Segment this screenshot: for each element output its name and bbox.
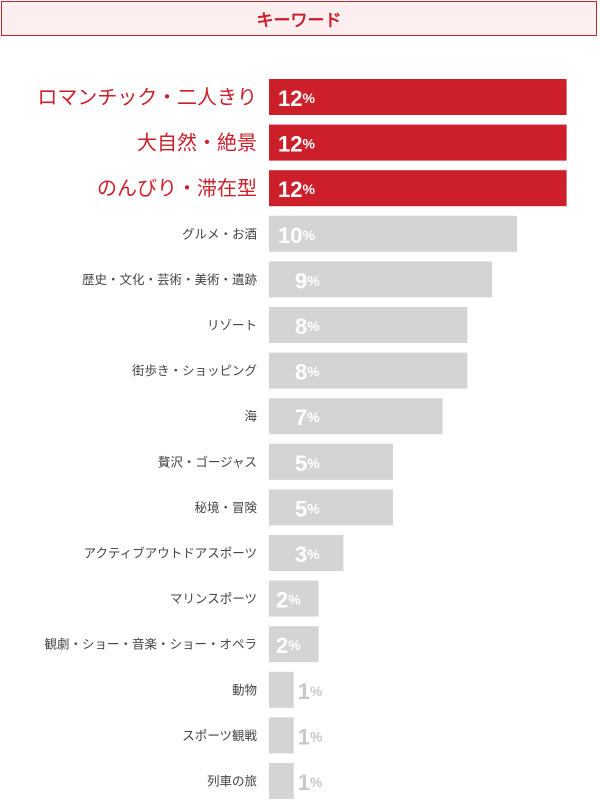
value-label: 2% (276, 633, 301, 658)
value-label: 1% (298, 678, 323, 703)
bar (269, 580, 319, 617)
bar (269, 352, 468, 389)
category-label: 列車の旅 (207, 774, 257, 789)
bar-group: 観劇・ショー・音楽・ショー・オペラ 2% (44, 626, 319, 663)
bar-group: 列車の旅 1% (207, 763, 323, 799)
value-label: 8% (295, 314, 320, 339)
category-label: 贅沢・ゴージャス (158, 454, 257, 469)
category-label: アクティブアウトドアスポーツ (84, 546, 257, 561)
value-label: 8% (295, 359, 320, 384)
value-label: 2% (276, 587, 301, 612)
bar (269, 261, 493, 298)
value-label: 7% (295, 405, 320, 430)
chart-header: キーワード (1, 1, 597, 36)
bar-group: グルメ・お酒 10% (182, 215, 517, 252)
value-label: 5% (295, 496, 320, 521)
bar (269, 626, 319, 663)
chart-header-title: キーワード (256, 11, 342, 31)
bar-group: 動物 1% (232, 671, 323, 708)
category-label: 大自然・絶景 (137, 131, 257, 155)
bar (269, 307, 468, 343)
category-label: グルメ・お酒 (182, 226, 257, 241)
value-label: 10% (278, 222, 315, 247)
bar-group: アクティブアウトドアスポーツ 3% (84, 535, 344, 571)
bar-group: ロマンチック・二人きり 12% (37, 79, 567, 115)
category-label: 街歩き・ショッピング (132, 363, 257, 378)
category-label: 秘境・冒険 (194, 500, 257, 515)
category-label: 歴史・文化・芸術・美術・遺跡 (82, 272, 258, 287)
value-label: 12% (278, 86, 315, 111)
bar (269, 170, 567, 207)
bar (269, 717, 294, 754)
bar-group: 大自然・絶景 12% (137, 124, 567, 161)
bar-group: 歴史・文化・芸術・美術・遺跡 9% (82, 261, 493, 298)
category-label: 動物 (232, 682, 257, 697)
value-label: 12% (278, 177, 315, 202)
bar-group: スポーツ観戦 1% (182, 717, 323, 754)
bar (269, 443, 393, 480)
bar (269, 398, 443, 435)
bar (269, 671, 294, 708)
value-label: 3% (295, 542, 320, 567)
category-label: スポーツ観戦 (182, 728, 257, 743)
bar (269, 535, 344, 571)
bar (269, 79, 567, 115)
bar-group: 街歩き・ショッピング 8% (132, 352, 468, 389)
bar-group: 贅沢・ゴージャス 5% (158, 443, 393, 480)
bar-group: マリンスポーツ 2% (170, 580, 319, 617)
bar (269, 215, 517, 252)
category-label: ロマンチック・二人きり (37, 85, 257, 109)
bar-group: のんびり・滞在型 12% (97, 170, 567, 207)
bar-group: 海 7% (244, 398, 443, 435)
category-label: 観劇・ショー・音楽・ショー・オペラ (44, 637, 257, 652)
value-label: 5% (295, 450, 320, 475)
bar (269, 489, 393, 526)
category-label: リゾート (207, 318, 257, 333)
category-label: のんびり・滞在型 (97, 176, 257, 200)
value-label: 9% (295, 268, 320, 293)
category-label: 海 (244, 409, 257, 424)
bar (269, 763, 294, 799)
value-label: 1% (298, 724, 323, 749)
bar (269, 124, 567, 161)
category-label: マリンスポーツ (170, 591, 257, 606)
value-label: 12% (278, 131, 315, 156)
bar-group: リゾート 8% (207, 307, 468, 343)
value-label: 1% (298, 770, 323, 795)
bar-group: 秘境・冒険 5% (194, 489, 393, 526)
